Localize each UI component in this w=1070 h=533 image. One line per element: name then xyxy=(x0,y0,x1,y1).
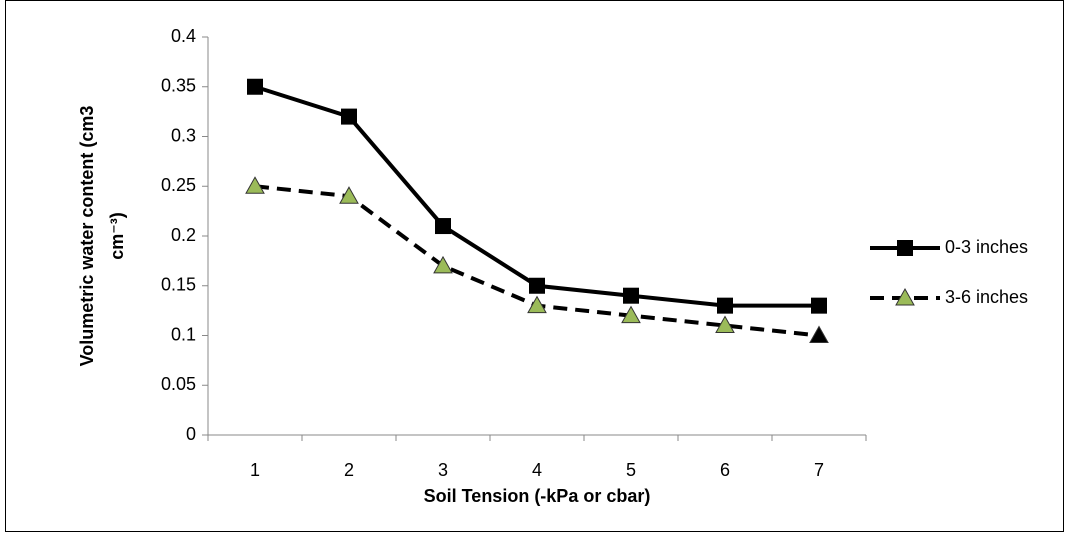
marker xyxy=(809,325,829,343)
marker xyxy=(621,305,641,324)
x-axis-title: Soil Tension (-kPa or cbar) xyxy=(424,486,651,506)
marker xyxy=(895,287,915,306)
y-tick-label: 0.35 xyxy=(161,76,196,96)
marker xyxy=(435,218,451,235)
y-axis-title-line: cm⁻³) xyxy=(107,212,127,260)
y-tick-label: 0.1 xyxy=(171,324,196,344)
marker xyxy=(811,297,827,314)
chart-border xyxy=(5,0,1064,532)
y-tick-label: 0 xyxy=(186,424,196,444)
y-tick-label: 0.3 xyxy=(171,125,196,145)
x-tick-label: 7 xyxy=(814,460,824,480)
legend-label: 0-3 inches xyxy=(945,237,1028,257)
y-tick-label: 0.05 xyxy=(161,374,196,394)
marker xyxy=(341,108,357,125)
y-axis-title-line: Volumetric water content (cm3 xyxy=(77,106,97,367)
y-tick-label: 0.4 xyxy=(171,26,196,46)
x-tick-label: 4 xyxy=(532,460,542,480)
y-tick-label: 0.15 xyxy=(161,275,196,295)
marker xyxy=(897,240,913,256)
marker xyxy=(433,255,453,274)
marker xyxy=(245,176,265,194)
x-tick-label: 5 xyxy=(626,460,636,480)
marker xyxy=(247,78,263,95)
x-tick-label: 1 xyxy=(250,460,260,480)
marker xyxy=(715,315,735,334)
marker xyxy=(623,287,639,304)
marker xyxy=(339,186,359,204)
marker xyxy=(527,295,547,314)
y-tick-label: 0.25 xyxy=(161,175,196,195)
legend-label: 3-6 inches xyxy=(945,287,1028,307)
marker xyxy=(529,277,545,294)
x-tick-label: 2 xyxy=(344,460,354,480)
y-axis-title: Volumetric water content (cm3 cm⁻³) xyxy=(77,106,127,367)
x-tick-label: 3 xyxy=(438,460,448,480)
y-tick-label: 0.2 xyxy=(171,225,196,245)
marker xyxy=(717,297,733,314)
x-tick-label: 6 xyxy=(720,460,730,480)
